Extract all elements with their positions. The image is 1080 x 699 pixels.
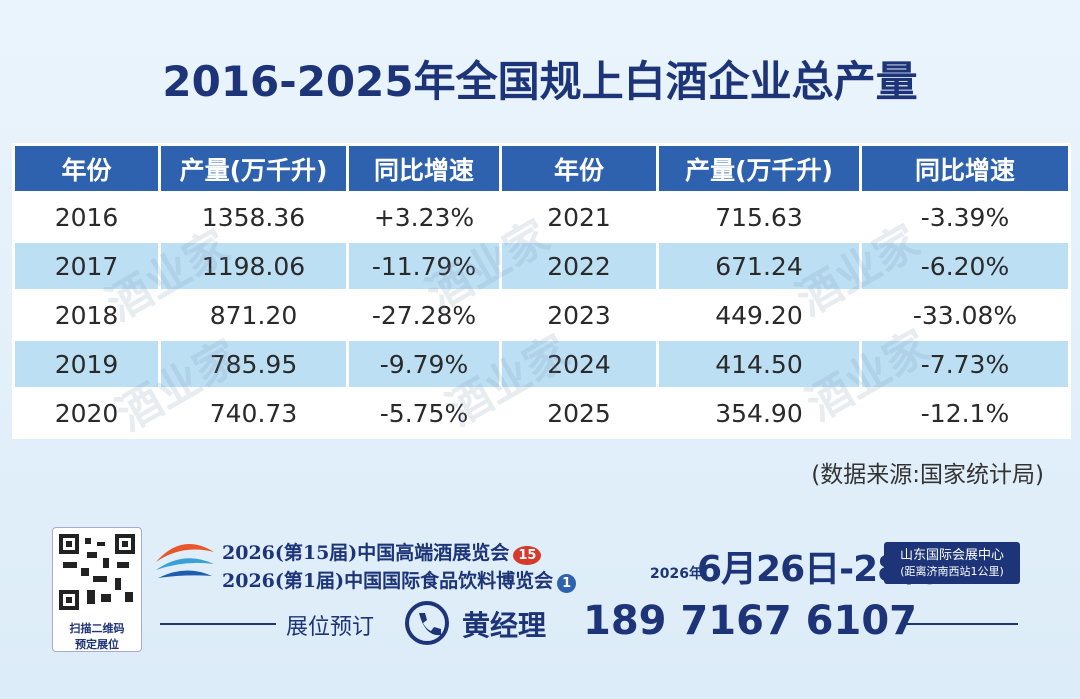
divider: [160, 623, 276, 625]
table-cell: -6.20%: [862, 243, 1068, 289]
phone: 189 7167 6107: [583, 598, 918, 644]
table-row: 2020 740.73 -5.75% 2025 354.90 -12.1%: [15, 390, 1068, 436]
source-note: (数据来源:国家统计局): [811, 462, 1044, 488]
table-cell: 2019: [15, 341, 158, 387]
expo-badge: 15: [513, 546, 542, 565]
table-cell: +3.23%: [349, 194, 499, 240]
table-cell: 2021: [502, 194, 656, 240]
column-header: 产量(万千升): [161, 146, 346, 191]
table-cell: -27.28%: [349, 292, 499, 338]
table-cell: 2022: [502, 243, 656, 289]
table-cell: 740.73: [161, 390, 346, 436]
table-cell: -12.1%: [862, 390, 1068, 436]
table-cell: 715.63: [659, 194, 859, 240]
table-cell: -9.79%: [349, 341, 499, 387]
table-cell: 1198.06: [161, 243, 346, 289]
table-cell: 871.20: [161, 292, 346, 338]
qr-pattern: [57, 532, 137, 612]
qr-code[interactable]: 扫描二维码 预定展位: [52, 527, 142, 652]
date-year: 2026年: [650, 566, 703, 582]
qr-caption: 预定展位: [75, 638, 119, 651]
table-cell: 2016: [15, 194, 158, 240]
table-cell: 785.95: [161, 341, 346, 387]
table-cell: 2025: [502, 390, 656, 436]
venue: 山东国际会展中心: [899, 548, 1004, 563]
column-header: 产量(万千升): [659, 146, 859, 191]
column-header: 年份: [15, 146, 158, 191]
table-cell: 2020: [15, 390, 158, 436]
table-row: 2018 871.20 -27.28% 2023 449.20 -33.08%: [15, 292, 1068, 338]
table-row: 2016 1358.36 +3.23% 2021 715.63 -3.39%: [15, 194, 1068, 240]
column-header: 年份: [502, 146, 656, 191]
expo-name: 2026(第1届)中国国际食品饮料博览会: [222, 570, 554, 592]
column-header: 同比增速: [349, 146, 499, 191]
phone-icon: [405, 601, 449, 645]
data-table: 年份 产量(万千升) 同比增速 年份 产量(万千升) 同比增速 2016 1358.36 +3…: [12, 143, 1071, 439]
table-row: 2019 785.95 -9.79% 2024 414.50 -7.73%: [15, 341, 1068, 387]
table-cell: 449.20: [659, 292, 859, 338]
divider: [900, 623, 1018, 625]
expo-logo: [156, 544, 214, 578]
table-cell: -33.08%: [862, 292, 1068, 338]
contact: 黄经理: [462, 609, 547, 642]
header-row: 年份 产量(万千升) 同比增速 年份 产量(万千升) 同比增速: [15, 146, 1068, 191]
booking: 展位预订: [286, 615, 375, 640]
table-cell: 2024: [502, 341, 656, 387]
table-cell: 2023: [502, 292, 656, 338]
table-cell: -5.75%: [349, 390, 499, 436]
expo-line: 2026(第15届)中国高端酒展览会 15: [222, 538, 542, 565]
venue-note: (距离济南西站1公里): [900, 565, 1004, 578]
column-header: 同比增速: [862, 146, 1068, 191]
table-cell: -3.39%: [862, 194, 1068, 240]
table-cell: 2017: [15, 243, 158, 289]
title: 2016-2025年全国规上白酒企业总产量: [162, 57, 918, 106]
table-cell: 1358.36: [161, 194, 346, 240]
qr-caption: 扫描二维码: [69, 622, 125, 635]
table-cell: -7.73%: [862, 341, 1068, 387]
table-cell: 354.90: [659, 390, 859, 436]
table-cell: 2018: [15, 292, 158, 338]
venue-box: 山东国际会展中心 (距离济南西站1公里): [884, 542, 1020, 584]
table-cell: 414.50: [659, 341, 859, 387]
expo-line: 2026(第1届)中国国际食品饮料博览会 1: [222, 566, 577, 593]
table-cell: -11.79%: [349, 243, 499, 289]
table-row: 2017 1198.06 -11.79% 2022 671.24 -6.20%: [15, 243, 1068, 289]
expo-name: 2026(第15届)中国高端酒展览会: [222, 542, 510, 564]
table-cell: 671.24: [659, 243, 859, 289]
expo-badge: 1: [557, 574, 577, 593]
